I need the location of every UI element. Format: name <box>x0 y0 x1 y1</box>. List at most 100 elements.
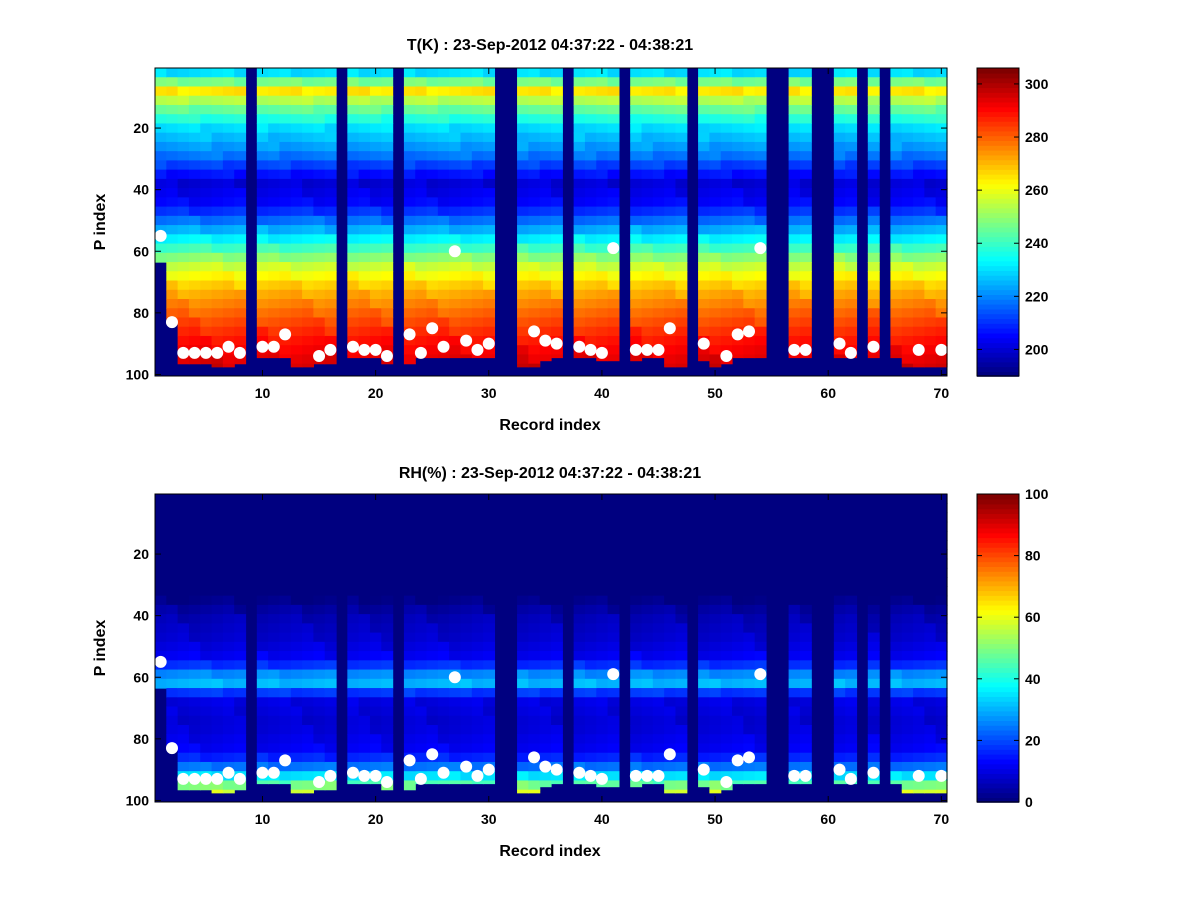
temperature-cell <box>924 243 937 254</box>
temperature-cell <box>528 86 541 97</box>
humidity-cell <box>155 586 167 597</box>
humidity-cell <box>256 577 269 587</box>
humidity-colorbar-band <box>977 638 1019 644</box>
humidity-colorbar-tick-label: 100 <box>1025 486 1049 502</box>
humidity-cell <box>652 586 665 597</box>
humidity-cell <box>720 595 733 606</box>
temperature-cell <box>607 234 620 245</box>
humidity-cell <box>539 660 552 671</box>
humidity-cell <box>732 780 744 785</box>
temperature-cell <box>596 271 609 282</box>
temperature-cell <box>437 160 450 171</box>
humidity-cell <box>347 715 360 726</box>
humidity-cell <box>652 632 665 643</box>
humidity-record-column <box>166 494 179 751</box>
temperature-cell <box>539 197 552 208</box>
temperature-cell <box>924 77 937 88</box>
humidity-cell <box>403 734 416 745</box>
temperature-cell <box>256 197 269 208</box>
temperature-cell <box>449 262 462 272</box>
humidity-cell <box>437 697 450 708</box>
humidity-surface-marker <box>607 668 620 681</box>
humidity-colorbar-band <box>977 657 1019 664</box>
temperature-cell <box>709 345 722 356</box>
humidity-cell <box>177 595 190 606</box>
temperature-cell <box>222 141 235 152</box>
temperature-cell <box>732 289 744 300</box>
humidity-cell <box>890 706 903 717</box>
humidity-cell <box>155 614 167 624</box>
temperature-cell <box>675 169 688 180</box>
humidity-cell <box>449 595 462 606</box>
temperature-cell <box>290 114 303 125</box>
temperature-record-column <box>901 68 914 368</box>
humidity-cell <box>517 734 529 745</box>
temperature-colorbar-band <box>977 82 1019 89</box>
temperature-surface-marker <box>912 343 925 356</box>
humidity-cell <box>200 706 213 717</box>
humidity-cell <box>188 494 201 504</box>
temperature-cell <box>449 354 462 359</box>
humidity-cell <box>369 761 382 772</box>
temperature-cell <box>517 197 529 208</box>
humidity-cell <box>833 595 846 606</box>
humidity-cell <box>709 641 722 652</box>
humidity-cell <box>415 530 428 541</box>
humidity-cell <box>539 771 552 782</box>
temperature-cell <box>845 335 858 346</box>
humidity-cell <box>607 678 620 689</box>
temperature-cell <box>799 234 812 245</box>
humidity-cell <box>732 725 744 735</box>
humidity-cell <box>607 503 620 514</box>
temperature-cell <box>177 68 190 78</box>
humidity-cell <box>324 688 337 698</box>
humidity-cell <box>369 623 382 634</box>
temperature-cell <box>358 206 371 217</box>
temperature-cell <box>709 123 722 134</box>
temperature-cell <box>652 206 665 217</box>
humidity-cell <box>200 660 213 671</box>
temperature-cell <box>754 132 767 143</box>
humidity-cell <box>845 697 858 708</box>
temperature-cell <box>607 68 620 78</box>
temperature-cell <box>369 262 382 272</box>
humidity-cell <box>256 595 269 606</box>
humidity-cell <box>924 780 937 791</box>
humidity-cell <box>211 734 224 745</box>
temperature-colorbar-band <box>977 332 1019 339</box>
humidity-cell <box>698 715 710 726</box>
temperature-cell <box>347 95 360 106</box>
humidity-cell <box>924 614 937 624</box>
humidity-cell <box>369 567 382 578</box>
humidity-cell <box>313 595 326 606</box>
humidity-cell <box>833 549 846 560</box>
humidity-cell <box>924 688 937 698</box>
temperature-cell <box>799 86 812 97</box>
temperature-cell <box>799 169 812 180</box>
humidity-cell <box>313 521 326 532</box>
temperature-cell <box>539 169 552 180</box>
temperature-cell <box>415 252 428 263</box>
temperature-cell <box>845 225 858 235</box>
temperature-cell <box>222 317 235 328</box>
humidity-record-column <box>302 494 314 794</box>
temperature-cell <box>743 197 756 208</box>
temperature-cell <box>743 215 756 226</box>
humidity-cell <box>403 521 416 532</box>
humidity-cell <box>551 706 563 717</box>
temperature-cell <box>743 86 756 97</box>
humidity-record-column <box>788 494 801 785</box>
humidity-cell <box>517 558 529 569</box>
temperature-cell <box>234 326 247 337</box>
humidity-cell <box>596 697 609 708</box>
humidity-cell <box>358 503 371 514</box>
humidity-cell <box>596 586 609 597</box>
temperature-cell <box>573 354 586 359</box>
temperature-cell <box>551 206 563 217</box>
temperature-cell <box>709 197 722 208</box>
temperature-colorbar-band <box>977 212 1019 218</box>
temperature-record-column <box>279 68 292 359</box>
temperature-cell <box>788 308 801 319</box>
humidity-cell <box>720 540 733 551</box>
temperature-cell <box>607 151 620 161</box>
